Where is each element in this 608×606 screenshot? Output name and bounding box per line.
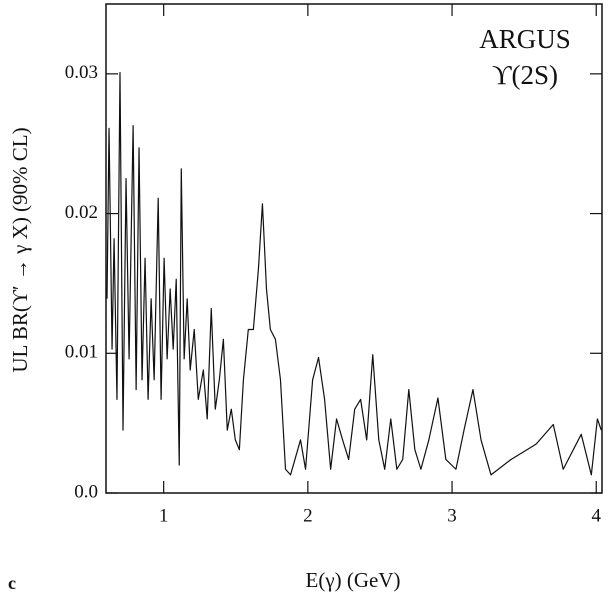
x-tick-label: 2 (303, 505, 313, 526)
y-tick-label: 0.01 (65, 342, 98, 363)
x-tick-label: 3 (447, 505, 457, 526)
y-tick-label: 0.03 (65, 62, 98, 83)
panel-label: c (8, 573, 16, 593)
annotation: ARGUS (479, 24, 571, 54)
plot-frame (105, 3, 603, 494)
x-tick-label: 1 (159, 505, 169, 526)
annotation: ϒ(2S) (492, 60, 558, 90)
x-axis-label: E(γ) (GeV) (306, 568, 401, 592)
y-axis-label: UL BR(ϒ′ → γ X) (90% CL) (8, 127, 32, 372)
x-tick-label: 4 (591, 505, 601, 526)
y-tick-label: 0.02 (65, 202, 98, 223)
data-line (106, 71, 602, 476)
y-tick-label: 0.0 (74, 481, 98, 502)
